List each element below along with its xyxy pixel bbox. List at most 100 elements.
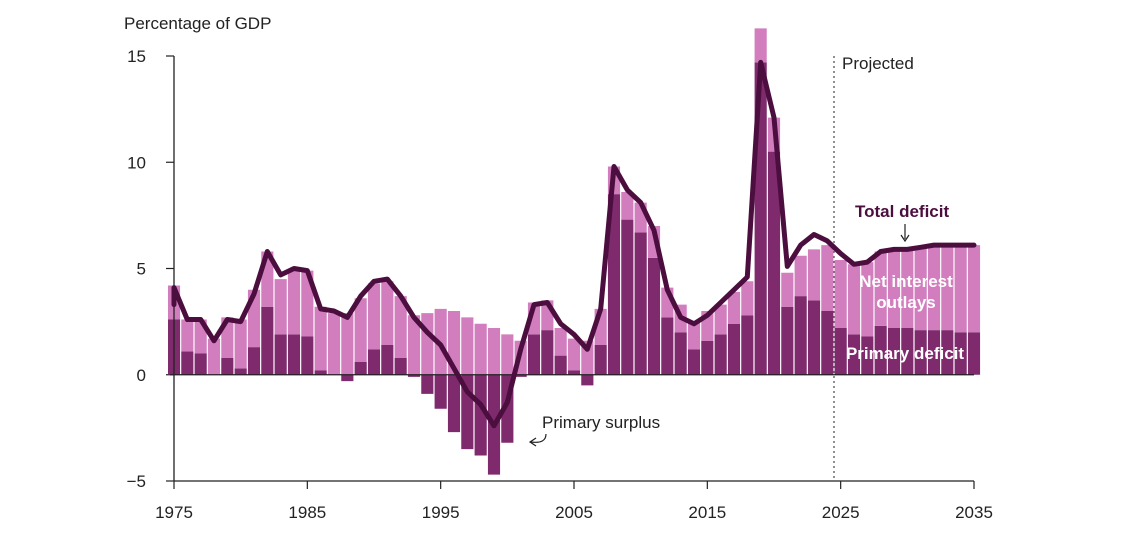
primary-deficit-bar	[354, 362, 367, 375]
axes-group	[170, 56, 974, 482]
primary-surplus-bar	[581, 374, 594, 386]
net-interest-bar	[407, 315, 421, 375]
net-interest-bar	[807, 249, 821, 301]
net-interest-bar	[714, 304, 727, 335]
primary-deficit-bar	[701, 340, 714, 375]
y-tick-label: 0	[137, 366, 146, 385]
net-interest-bar	[567, 338, 581, 371]
net-interest-bar	[367, 283, 381, 350]
primary-deficit-bar	[381, 345, 394, 375]
y-tick-label: 15	[127, 47, 146, 66]
primary-surplus-bar	[421, 374, 434, 394]
net-interest-bar	[754, 28, 767, 63]
primary-deficit-bar	[834, 328, 847, 375]
primary-deficit-bar	[967, 332, 981, 375]
primary-deficit-bar	[647, 257, 661, 375]
net-interest-bar	[727, 291, 741, 324]
net-interest-bar	[834, 260, 847, 328]
y-tick-label: 10	[127, 153, 146, 172]
x-tick-label: 1995	[422, 503, 460, 522]
net-interest-bar	[874, 251, 887, 326]
net-interest-bar	[487, 328, 501, 375]
primary-deficit-bar	[394, 357, 407, 375]
primary-deficit-bar	[181, 351, 194, 375]
total-deficit-line	[171, 59, 977, 429]
primary-deficit-bar	[674, 332, 687, 375]
primary-deficit-bar	[821, 311, 834, 375]
x-tick-label: 2005	[555, 503, 593, 522]
primary-deficit-bar	[234, 368, 247, 375]
x-tick-label: 2025	[822, 503, 860, 522]
y-tick-label: −5	[127, 472, 146, 491]
net-interest-bar	[927, 245, 941, 331]
primary-deficit-bar	[914, 330, 927, 375]
net-interest-bar	[741, 281, 754, 316]
net-interest-label-line2: outlays	[876, 293, 936, 312]
primary-deficit-bar	[941, 330, 954, 375]
net-interest-bar	[501, 334, 514, 375]
primary-deficit-bar	[194, 353, 207, 375]
primary-deficit-bar	[554, 355, 567, 375]
net-interest-bar	[314, 306, 327, 371]
net-interest-bar	[847, 264, 861, 335]
primary-deficit-bar	[567, 370, 581, 375]
net-interest-bar	[287, 270, 301, 335]
primary-surplus-bar	[341, 374, 354, 382]
primary-deficit-bar	[634, 232, 647, 375]
net-interest-bar	[394, 296, 407, 358]
x-tick-label: 1975	[155, 503, 193, 522]
y-axis-title: Percentage of GDP	[124, 14, 271, 33]
y-axis-ticks: 15 10 5 0 −5	[127, 47, 174, 491]
total-deficit-label: Total deficit	[855, 202, 949, 221]
net-interest-bar	[554, 328, 567, 356]
x-tick-label: 1985	[288, 503, 326, 522]
net-interest-bar	[967, 245, 981, 333]
primary-deficit-bar	[781, 306, 794, 375]
primary-deficit-bar	[221, 357, 234, 375]
primary-deficit-bar	[847, 334, 861, 375]
net-interest-bar	[207, 338, 221, 375]
primary-deficit-bar	[861, 336, 874, 375]
primary-deficit-bar	[287, 334, 301, 375]
primary-surplus-bar	[474, 374, 487, 456]
primary-surplus-bar	[514, 374, 527, 377]
net-interest-bar	[821, 245, 834, 311]
projected-label: Projected	[842, 54, 914, 73]
primary-surplus-arrow	[528, 433, 547, 447]
primary-deficit-bar	[247, 347, 261, 375]
net-interest-bar	[234, 319, 247, 369]
net-interest-bar	[794, 255, 807, 297]
net-interest-bar	[621, 192, 634, 220]
net-interest-label-line1: Net interest	[859, 272, 953, 291]
net-interest-bar	[941, 245, 954, 331]
x-axis-ticks: 1975 1985 1995 2005 2015 2025 2035	[155, 481, 993, 522]
net-interest-bar	[887, 249, 901, 328]
net-interest-bar	[327, 313, 341, 375]
total-deficit-arrow	[900, 224, 910, 243]
primary-deficit-bar	[714, 334, 727, 375]
primary-deficit-bar	[367, 349, 381, 375]
primary-deficit-bar	[901, 328, 914, 375]
net-interest-bar	[914, 247, 927, 331]
primary-deficit-bar	[954, 332, 967, 375]
primary-deficit-bar	[887, 328, 901, 375]
primary-deficit-bar	[687, 349, 701, 375]
x-tick-label: 2015	[688, 503, 726, 522]
primary-deficit-bar	[594, 345, 607, 375]
primary-deficit-bar	[794, 296, 807, 375]
primary-deficit-bar	[621, 219, 634, 375]
primary-deficit-bar	[301, 336, 314, 375]
net-interest-bar	[181, 319, 194, 352]
primary-deficit-bar	[874, 325, 887, 375]
primary-surplus-bar	[447, 374, 461, 433]
net-interest-bar	[301, 270, 314, 337]
net-interest-bar	[901, 249, 914, 328]
net-interest-bar	[954, 245, 967, 333]
primary-deficit-bar	[607, 194, 621, 375]
primary-deficit-bar	[661, 317, 674, 375]
net-interest-bar	[341, 313, 354, 375]
bars-group	[168, 28, 981, 475]
net-interest-bar	[354, 298, 367, 362]
primary-deficit-label: Primary deficit	[846, 344, 964, 363]
